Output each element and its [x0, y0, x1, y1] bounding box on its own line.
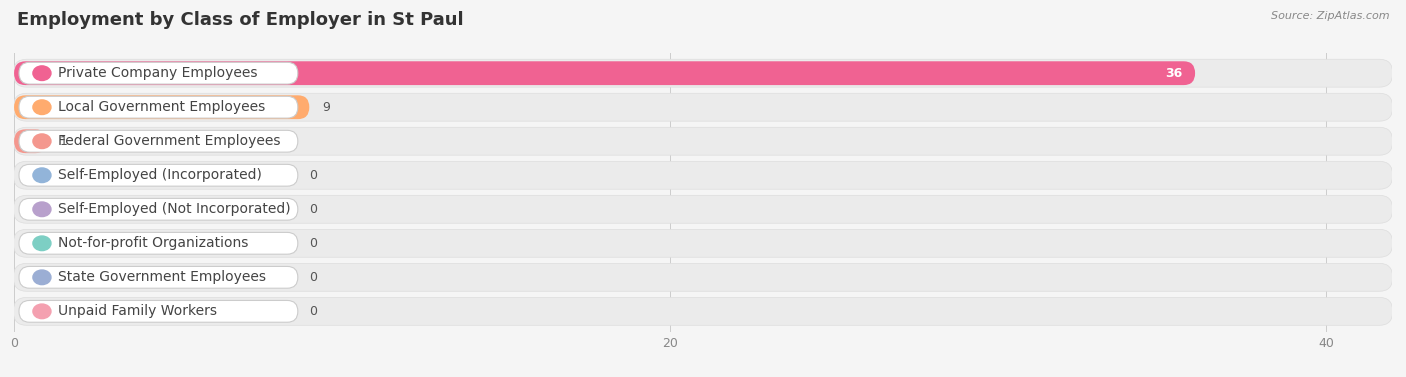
- Text: Source: ZipAtlas.com: Source: ZipAtlas.com: [1271, 11, 1389, 21]
- Text: Employment by Class of Employer in St Paul: Employment by Class of Employer in St Pa…: [17, 11, 464, 29]
- FancyBboxPatch shape: [14, 95, 309, 119]
- Text: 0: 0: [309, 305, 318, 318]
- FancyBboxPatch shape: [20, 62, 298, 84]
- Ellipse shape: [32, 304, 51, 319]
- Text: Private Company Employees: Private Company Employees: [59, 66, 257, 80]
- Text: 1: 1: [60, 135, 67, 148]
- Text: 9: 9: [322, 101, 330, 114]
- Ellipse shape: [32, 202, 51, 216]
- FancyBboxPatch shape: [14, 129, 46, 153]
- Text: 36: 36: [1164, 67, 1182, 80]
- Text: 0: 0: [309, 237, 318, 250]
- FancyBboxPatch shape: [20, 164, 298, 186]
- FancyBboxPatch shape: [20, 198, 298, 220]
- FancyBboxPatch shape: [14, 93, 1392, 121]
- Text: Federal Government Employees: Federal Government Employees: [59, 134, 281, 148]
- Ellipse shape: [32, 270, 51, 285]
- Text: 0: 0: [309, 271, 318, 284]
- Text: Unpaid Family Workers: Unpaid Family Workers: [59, 304, 218, 318]
- FancyBboxPatch shape: [14, 127, 1392, 155]
- FancyBboxPatch shape: [20, 267, 298, 288]
- Text: State Government Employees: State Government Employees: [59, 270, 266, 284]
- Ellipse shape: [32, 66, 51, 81]
- Ellipse shape: [32, 100, 51, 115]
- FancyBboxPatch shape: [20, 97, 298, 118]
- Ellipse shape: [32, 236, 51, 251]
- Ellipse shape: [32, 134, 51, 149]
- Text: Self-Employed (Not Incorporated): Self-Employed (Not Incorporated): [59, 202, 291, 216]
- FancyBboxPatch shape: [14, 161, 1392, 189]
- Text: Not-for-profit Organizations: Not-for-profit Organizations: [59, 236, 249, 250]
- FancyBboxPatch shape: [14, 59, 1392, 87]
- Text: Self-Employed (Incorporated): Self-Employed (Incorporated): [59, 168, 263, 182]
- FancyBboxPatch shape: [14, 61, 1195, 85]
- FancyBboxPatch shape: [14, 229, 1392, 257]
- Text: 0: 0: [309, 169, 318, 182]
- FancyBboxPatch shape: [14, 264, 1392, 291]
- FancyBboxPatch shape: [14, 297, 1392, 325]
- FancyBboxPatch shape: [14, 195, 1392, 223]
- FancyBboxPatch shape: [20, 130, 298, 152]
- FancyBboxPatch shape: [20, 232, 298, 254]
- FancyBboxPatch shape: [20, 300, 298, 322]
- Ellipse shape: [32, 168, 51, 182]
- Text: Local Government Employees: Local Government Employees: [59, 100, 266, 114]
- Text: 0: 0: [309, 203, 318, 216]
